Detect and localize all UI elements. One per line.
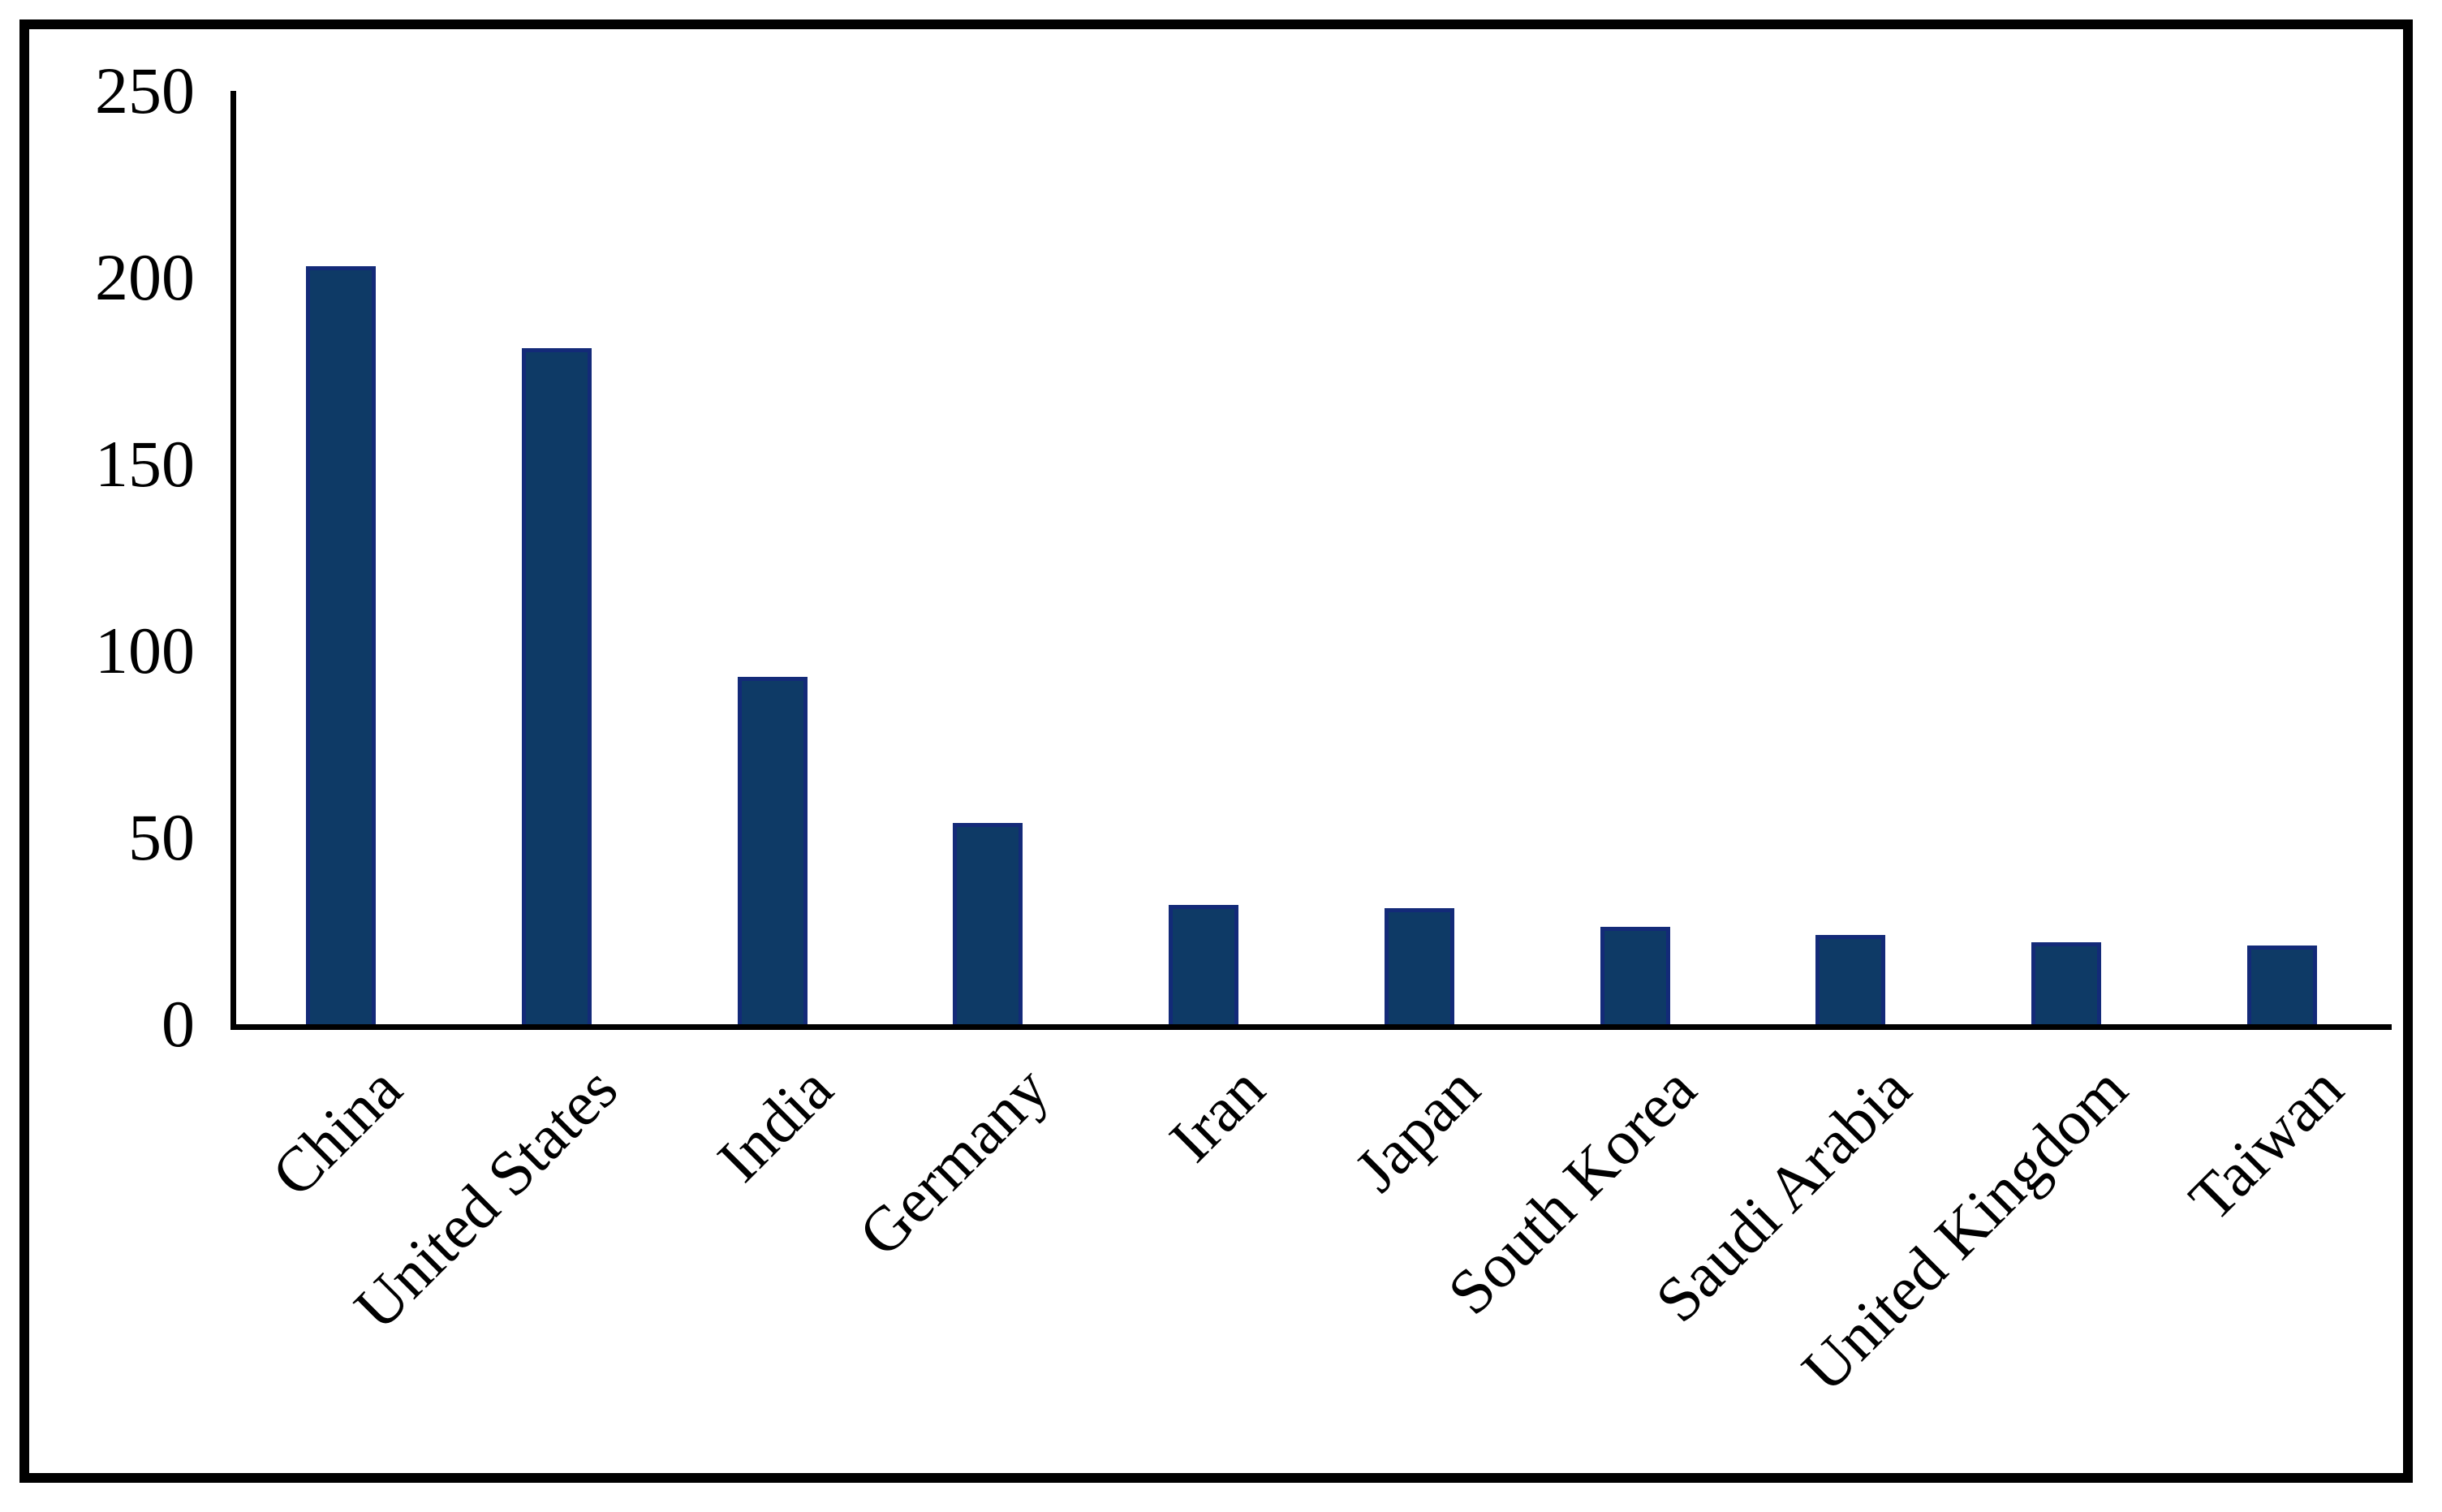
bar-india bbox=[737, 677, 808, 1024]
category-label-india: India bbox=[704, 1053, 846, 1195]
y-tick-label: 50 bbox=[128, 800, 195, 874]
y-tick-label: 0 bbox=[162, 987, 195, 1061]
figure-border bbox=[19, 19, 2413, 1483]
y-tick-label: 100 bbox=[95, 614, 195, 687]
bar-taiwan bbox=[2247, 946, 2318, 1024]
bar-united-kingdom bbox=[2031, 941, 2102, 1024]
y-tick-label: 250 bbox=[95, 54, 195, 127]
y-axis-line bbox=[230, 91, 236, 1030]
category-label-iran: Iran bbox=[1155, 1053, 1277, 1175]
bar-united-states bbox=[521, 348, 592, 1024]
y-tick-label: 150 bbox=[95, 427, 195, 501]
bar-japan bbox=[1384, 908, 1454, 1024]
category-label-china: China bbox=[257, 1053, 415, 1210]
bar-south-korea bbox=[1600, 927, 1670, 1024]
bar-china bbox=[306, 266, 376, 1024]
category-label-taiwan: Taiwan bbox=[2174, 1053, 2356, 1234]
bar-iran bbox=[1169, 904, 1239, 1024]
y-tick-label: 200 bbox=[95, 240, 195, 314]
bar-saudi-arabia bbox=[1815, 934, 1886, 1024]
x-axis-line bbox=[230, 1024, 2392, 1030]
category-label-japan: Japan bbox=[1341, 1053, 1493, 1205]
bar-germany bbox=[953, 822, 1023, 1024]
category-label-germany: Germany bbox=[845, 1053, 1062, 1270]
